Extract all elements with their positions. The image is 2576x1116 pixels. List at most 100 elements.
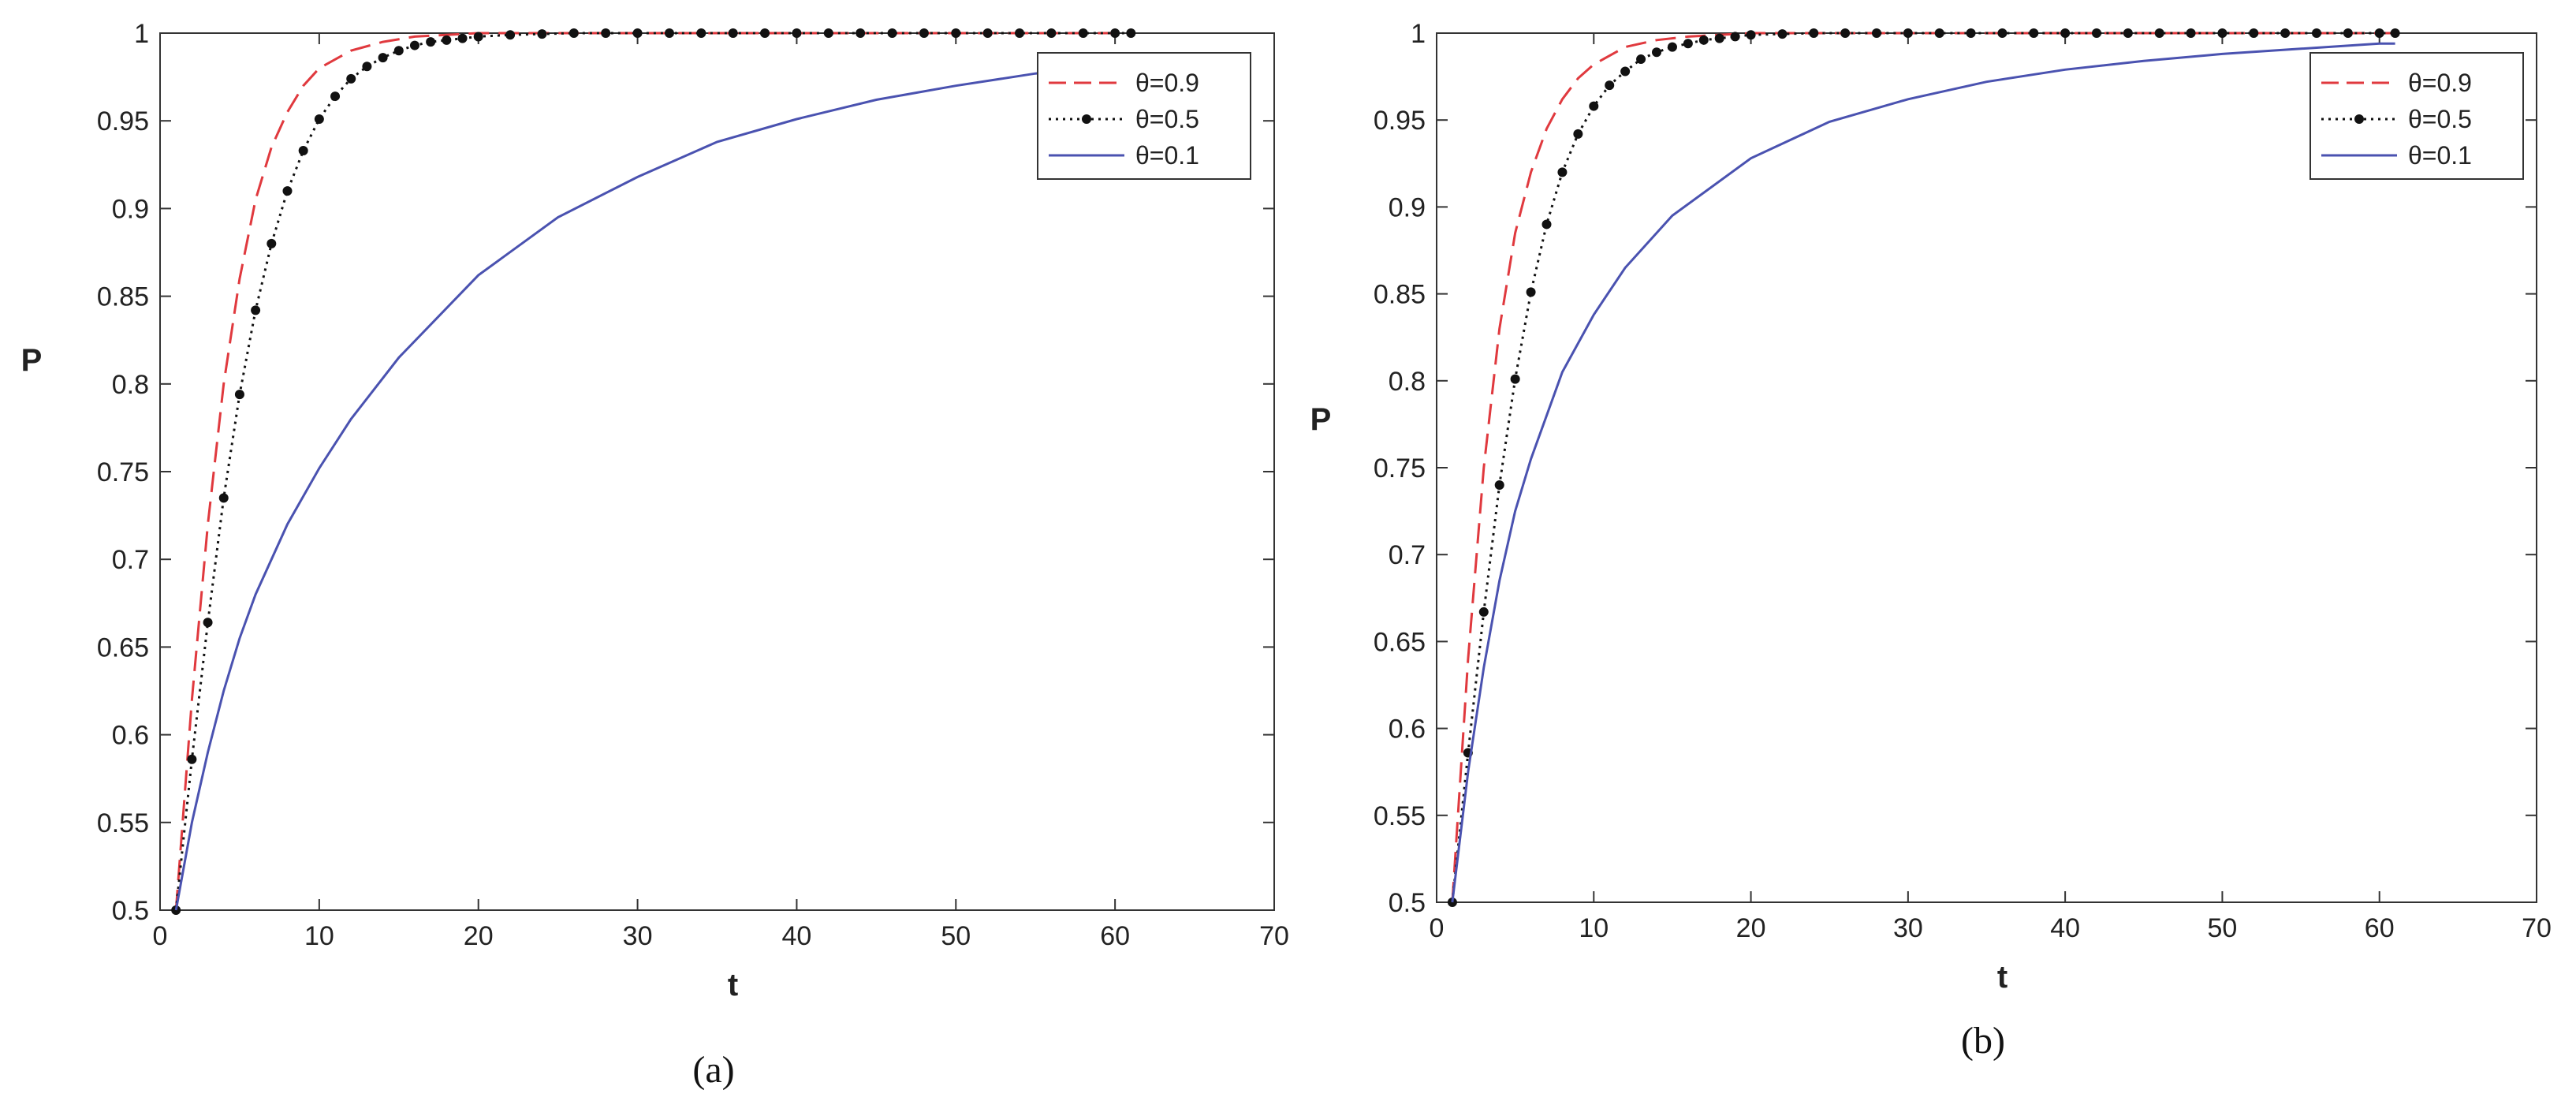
x-tick-label: 50 (2208, 913, 2238, 943)
series-point (2280, 28, 2291, 38)
x-tick-label: 60 (1100, 921, 1130, 951)
series-point (2343, 28, 2353, 38)
series-point (1478, 607, 1489, 617)
x-tick-label: 40 (2050, 913, 2080, 943)
y-tick-label: 0.65 (1374, 627, 1426, 657)
series-point (1903, 28, 1913, 38)
series-point (760, 28, 770, 38)
y-tick-label: 0.9 (1389, 192, 1426, 222)
x-tick-label: 10 (304, 921, 334, 951)
series-point (2390, 28, 2400, 38)
y-tick-label: 0.5 (112, 896, 149, 926)
series-point (171, 905, 181, 915)
y-tick-label: 0.6 (1389, 715, 1426, 745)
series-point (856, 28, 866, 38)
series-point (393, 46, 404, 56)
series-point (330, 91, 341, 102)
series-point (2060, 28, 2071, 38)
series-point (2092, 28, 2101, 38)
series-point (2029, 28, 2039, 38)
series-point (1636, 54, 1646, 65)
legend-box (2309, 52, 2524, 180)
x-tick-label: 0 (153, 921, 168, 951)
y-tick-label: 0.85 (97, 282, 149, 312)
x-tick-label: 10 (1579, 913, 1609, 943)
series-point (792, 28, 802, 38)
series-point (1872, 28, 1881, 38)
series-point (1746, 30, 1756, 40)
series-point (1046, 28, 1057, 38)
series-point (251, 305, 261, 315)
series-point (409, 40, 419, 50)
y-tick-label: 0.55 (97, 808, 149, 838)
series-point (298, 146, 308, 156)
series-point (362, 62, 372, 72)
series-point (457, 33, 468, 43)
y-tick-label: 0.85 (1374, 280, 1426, 310)
panel-caption: (a) (692, 1049, 734, 1091)
series-point (601, 28, 611, 38)
y-tick-label: 0.7 (112, 545, 149, 575)
series-point (1652, 47, 1661, 58)
series-point (728, 28, 738, 38)
y-tick-label: 0.5 (1389, 888, 1426, 918)
series-point (951, 28, 961, 38)
legend-entry: θ=0.1 (1135, 141, 1199, 170)
y-tick-label: 0.55 (1374, 801, 1426, 831)
series-point (1605, 80, 1615, 91)
series-point (1840, 28, 1851, 38)
series-point (442, 35, 452, 45)
series-point (887, 28, 897, 38)
series-point (1667, 42, 1677, 52)
chart-panel-b: 0 10 20 30 40 50 60 70 0.5 0.55 0.6 0.65 0.7 0.75 0.8 0… (1310, 19, 2552, 1062)
y-tick-label: 0.75 (1374, 453, 1426, 483)
series-point (1110, 28, 1120, 38)
series-point (823, 28, 833, 38)
series-point (203, 618, 213, 628)
legend-entry: θ=0.5 (2408, 105, 2472, 133)
series-point (346, 73, 356, 84)
legend-box (1037, 52, 1251, 180)
series-line-1 (1451, 32, 2395, 903)
x-tick-label: 70 (1259, 921, 1289, 951)
y-tick-label: 1 (1411, 19, 1426, 49)
x-tick-label: 50 (941, 921, 971, 951)
series-point (537, 29, 547, 39)
x-tick-label: 70 (2522, 913, 2552, 943)
series-line-3 (1451, 42, 2395, 903)
series-point (1078, 28, 1088, 38)
series-point (569, 28, 579, 38)
x-axis-label: t (1997, 960, 2007, 995)
series-point (919, 28, 929, 38)
series-point (1934, 28, 1944, 38)
chart-panel-a: 0 10 20 30 40 50 60 70 0.5 0.55 0.6 0.65 0.7 0.75 0.8 0… (21, 19, 1289, 1091)
series-point (505, 30, 516, 40)
y-tick-label: 0.75 (97, 457, 149, 487)
series-line-2 (174, 32, 1131, 911)
series-point (2123, 28, 2133, 38)
series-point (664, 28, 674, 38)
series-point (234, 390, 244, 400)
x-tick-label: 40 (782, 921, 812, 951)
series-line-1 (174, 32, 1131, 911)
legend-entry: θ=0.5 (1135, 105, 1199, 133)
series-point (2312, 28, 2321, 38)
x-tick-label: 20 (464, 921, 494, 951)
series-point (1015, 28, 1025, 38)
series-point (696, 28, 706, 38)
series-point (187, 754, 197, 764)
x-tick-label: 20 (1736, 913, 1766, 943)
x-axis-label: t (728, 968, 738, 1002)
series-point (1541, 219, 1552, 230)
series-point (1526, 287, 1536, 297)
series-point (1966, 28, 1976, 38)
series-point (1510, 374, 1520, 384)
y-tick-label: 1 (134, 19, 149, 49)
series-point (2186, 28, 2196, 38)
x-tick-label: 0 (1430, 913, 1445, 943)
series-point (267, 238, 277, 248)
y-tick-label: 0.7 (1389, 540, 1426, 570)
legend: θ=0.9 θ=0.5 θ=0.1 (1037, 52, 1251, 180)
x-tick-label: 30 (1893, 913, 1923, 943)
